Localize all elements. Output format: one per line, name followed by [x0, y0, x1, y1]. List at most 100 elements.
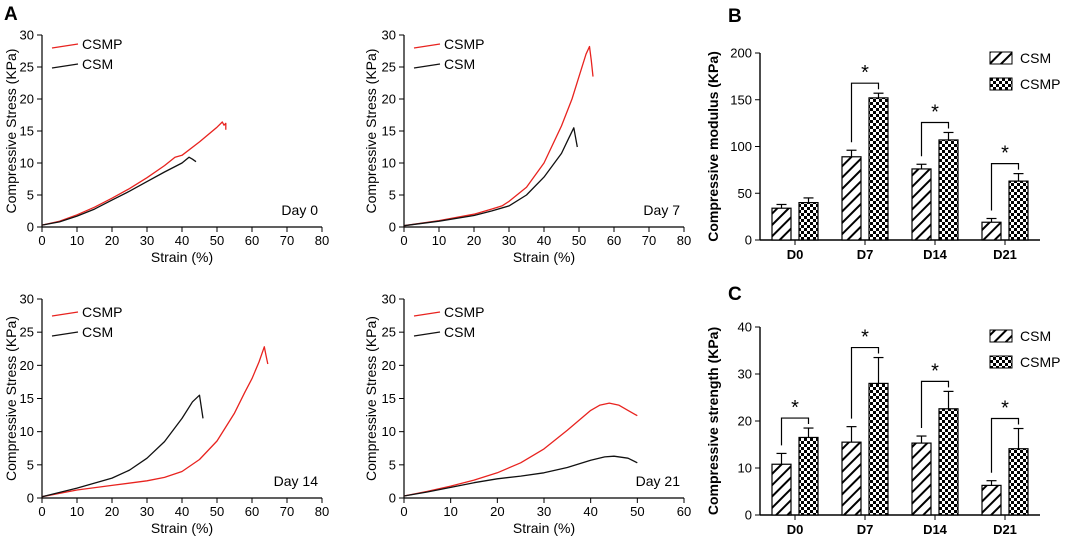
x-tick-label: 40 [175, 504, 189, 519]
significance-star: * [1001, 398, 1009, 420]
x-tick-label: 30 [537, 504, 551, 519]
category-label: D0 [787, 522, 804, 537]
x-tick-label: 30 [502, 233, 516, 248]
x-tick-label: 20 [105, 233, 119, 248]
x-axis-label: Strain (%) [151, 520, 213, 536]
legend-swatch-csm [989, 51, 1013, 65]
day-annotation: Day 14 [274, 473, 319, 489]
x-tick-label: 20 [490, 504, 504, 519]
y-tick-label: 0 [389, 220, 396, 235]
bar-csmp [1008, 448, 1029, 516]
y-tick-label: 15 [20, 391, 34, 406]
x-tick-label: 40 [537, 233, 551, 248]
x-tick-label: 0 [38, 233, 45, 248]
x-tick-label: 80 [677, 233, 691, 248]
legend-swatch-csm [989, 329, 1013, 343]
category-label: D21 [993, 522, 1017, 537]
y-tick-label: 150 [730, 92, 752, 107]
significance-star: * [1001, 143, 1009, 165]
x-tick-label: 30 [140, 233, 154, 248]
x-tick-label: 0 [38, 504, 45, 519]
significance-bracket [990, 417, 1020, 473]
x-tick-label: 70 [280, 504, 294, 519]
y-tick-label: 20 [20, 92, 34, 107]
y-axis-label: Compressive strength (KPa) [705, 327, 721, 515]
significance-bracket [920, 121, 950, 157]
significance-bracket [850, 346, 880, 419]
legend-label-csmp: CSMP [82, 36, 122, 52]
x-tick-label: 60 [607, 233, 621, 248]
legend-label-csmp: CSMP [82, 304, 122, 320]
y-tick-label: 25 [20, 60, 34, 75]
bar-csm [911, 442, 932, 516]
y-tick-label: 30 [382, 292, 396, 307]
legend-swatch-csmp [413, 311, 441, 317]
compressive-modulus-bar-chart: 0 50 100 150 200 Compressive modulus (KPa) D0 D… [705, 46, 1060, 263]
day-annotation: Day 7 [643, 202, 680, 218]
legend-label-csmp: CSMP [1020, 76, 1060, 92]
bar-csm [841, 156, 862, 241]
y-tick-label: 30 [738, 367, 752, 382]
y-tick-label: 200 [730, 46, 752, 61]
x-tick-label: 20 [105, 504, 119, 519]
y-tick-label: 25 [382, 60, 396, 75]
y-tick-label: 10 [382, 424, 396, 439]
y-tick-label: 5 [27, 457, 34, 472]
bar-csmp [1008, 180, 1029, 241]
series-line-csmp [403, 45, 594, 227]
x-tick-label: 10 [432, 233, 446, 248]
bar-csmp [938, 408, 959, 516]
x-tick-label: 70 [280, 233, 294, 248]
significance-star: * [861, 327, 869, 349]
x-tick-label: 30 [140, 504, 154, 519]
series-line-csm [403, 127, 578, 227]
significance-star: * [931, 360, 939, 382]
bar-csmp [798, 436, 819, 516]
legend-swatch-csm [51, 331, 79, 337]
y-tick-label: 10 [20, 156, 34, 171]
x-tick-label: 50 [572, 233, 586, 248]
y-tick-label: 10 [738, 461, 752, 476]
legend-swatch-csm [413, 331, 441, 337]
x-tick-label: 60 [677, 504, 691, 519]
day-annotation: Day 0 [281, 202, 318, 218]
legend-swatch-csmp [989, 77, 1013, 91]
y-axis-label: Compressive Stress (KPa) [3, 316, 19, 481]
category-label: D7 [857, 247, 874, 262]
x-tick-label: 10 [70, 504, 84, 519]
legend-label-csm: CSM [444, 56, 475, 72]
x-tick-label: 50 [210, 233, 224, 248]
compressive-strength-bar-chart: 0 10 20 30 40 Compressive strength (KPa) D0 * D7… [705, 320, 1060, 538]
legend-label-csmp: CSMP [444, 304, 484, 320]
series-line-csmp [41, 346, 269, 498]
legend-swatch-csmp [51, 43, 79, 49]
legend-label-csm: CSM [1020, 328, 1051, 344]
significance-star: * [931, 101, 939, 123]
bar-csm [981, 221, 1002, 241]
series-line-csm [41, 156, 197, 226]
legend-swatch-csm [51, 63, 79, 69]
category-label: D0 [787, 247, 804, 262]
significance-bracket [780, 417, 810, 446]
day-annotation: Day 21 [636, 473, 681, 489]
x-tick-label: 50 [210, 504, 224, 519]
series-line-csm [41, 394, 204, 498]
significance-bracket [990, 163, 1020, 211]
legend-swatch-csmp [413, 43, 441, 49]
x-tick-label: 40 [175, 233, 189, 248]
series-line-csmp [41, 121, 227, 226]
y-axis-label: Compressive Stress (KPa) [3, 49, 19, 214]
y-tick-label: 25 [20, 325, 34, 340]
significance-star: * [861, 62, 869, 84]
y-tick-label: 20 [382, 92, 396, 107]
panel-letter-b: B [728, 6, 742, 27]
legend-swatch-csm [413, 63, 441, 69]
y-tick-label: 0 [27, 220, 34, 235]
x-tick-label: 10 [70, 233, 84, 248]
x-axis-label: Strain (%) [513, 249, 575, 265]
category-label: D14 [923, 522, 948, 537]
